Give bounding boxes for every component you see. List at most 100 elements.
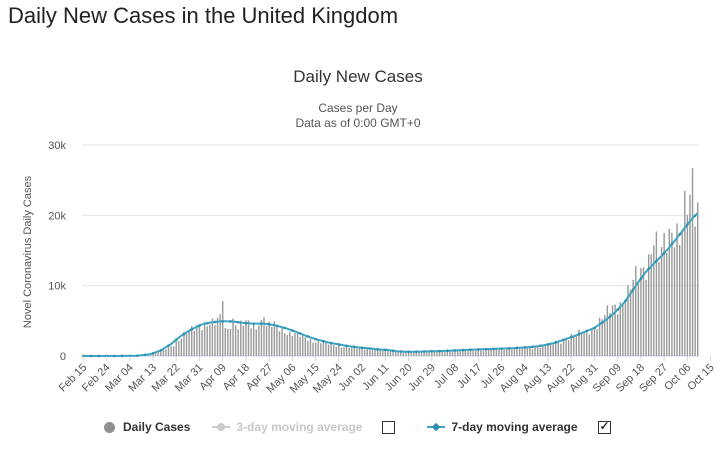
ma7-point [554, 341, 558, 344]
bar [591, 328, 593, 356]
ma3-checkbox[interactable] [382, 420, 396, 434]
ma7-point [600, 321, 604, 324]
bar [503, 349, 505, 356]
daily-cases-chart: Daily New Cases Cases per Day Data as of… [22, 67, 717, 396]
bar [575, 334, 578, 356]
bar [676, 223, 678, 356]
ma7-point [345, 344, 348, 348]
ma7-point [105, 354, 108, 358]
bar [696, 202, 699, 356]
y-tick-label: 10k [48, 281, 66, 293]
bar [250, 328, 252, 356]
bar [379, 348, 381, 356]
bar [206, 326, 208, 356]
bar [407, 351, 410, 356]
ma7-point [577, 332, 581, 336]
bar [283, 333, 286, 356]
bar [252, 323, 255, 356]
bar [227, 328, 229, 356]
bar [325, 341, 327, 356]
bar [624, 302, 627, 356]
bar [160, 350, 162, 356]
bar [183, 332, 185, 356]
ma7-point [461, 348, 465, 352]
ma7-point [322, 339, 325, 343]
bar [529, 346, 531, 356]
ma7-point [353, 345, 356, 349]
legend-ma3-label: 3-day moving average [236, 420, 363, 434]
bar [542, 345, 544, 356]
bar [193, 330, 196, 356]
bar [508, 348, 510, 356]
ma7-point [368, 347, 372, 350]
bar [369, 350, 371, 356]
bar [188, 329, 190, 356]
bar [689, 194, 691, 356]
bar [500, 348, 503, 356]
legend-ma3[interactable]: 3-day moving average [212, 420, 413, 434]
ma7-point [608, 315, 612, 318]
bar [673, 247, 676, 356]
bar [216, 317, 219, 356]
legend-daily-cases[interactable]: Daily Cases [104, 420, 190, 434]
bar [289, 331, 291, 356]
bar [157, 351, 159, 356]
bar [562, 340, 565, 356]
grid-lines [82, 144, 699, 357]
bar [513, 347, 516, 356]
ma7-point [693, 214, 697, 217]
bar [425, 352, 428, 356]
bar [681, 230, 683, 356]
bar [400, 351, 402, 356]
ma7-checkbox[interactable] [597, 419, 611, 434]
bar [265, 326, 268, 356]
ma7-point [391, 349, 395, 353]
bar [234, 325, 237, 356]
bar [614, 304, 616, 356]
ma7-point [329, 341, 333, 345]
legend-ma7-line [427, 426, 446, 428]
bar [655, 231, 658, 356]
bar [516, 347, 518, 356]
legend-ma7-label: 7-day moving average [451, 420, 578, 434]
bar [242, 325, 245, 356]
bar [642, 267, 645, 356]
legend: Daily Cases 3-day moving average 7-day m… [104, 419, 651, 434]
bar [547, 345, 549, 356]
legend-ma7[interactable]: 7-day moving average [427, 419, 628, 434]
bar [653, 245, 655, 356]
legend-daily-label: Daily Cases [123, 420, 191, 434]
bar [565, 339, 567, 356]
x-tick-label: Jul 17 [455, 362, 484, 391]
bar [456, 350, 459, 356]
bar [201, 330, 203, 356]
bar [449, 351, 451, 356]
bar [531, 349, 534, 356]
bar [622, 303, 624, 356]
bar [237, 329, 239, 356]
bar [281, 327, 283, 356]
bar [534, 347, 536, 356]
bar [560, 343, 562, 356]
bar [219, 314, 221, 356]
bar [446, 351, 449, 356]
bar [467, 349, 469, 356]
bar [678, 245, 681, 356]
bar [356, 348, 358, 356]
bar [232, 318, 234, 356]
ma7-point [120, 354, 124, 358]
bar [593, 328, 596, 356]
bar [332, 345, 335, 356]
bar [585, 329, 588, 356]
ma7-point [376, 348, 379, 351]
bar [493, 347, 495, 356]
bar [418, 352, 420, 356]
bar-series [85, 168, 699, 356]
bar [335, 346, 337, 356]
bar [268, 321, 270, 356]
bar [312, 342, 314, 356]
bar [536, 346, 539, 356]
ma7-point [221, 319, 224, 323]
bar [340, 347, 343, 356]
y-tick-label: 20k [48, 210, 66, 222]
